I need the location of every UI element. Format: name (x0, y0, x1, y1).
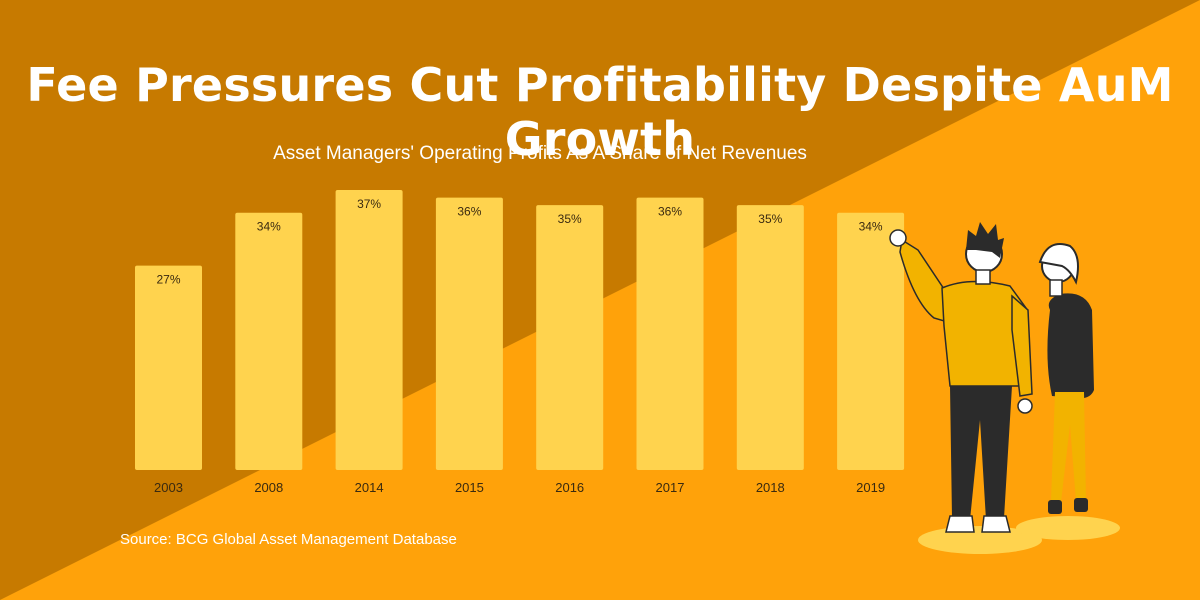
category-label-2008: 2008 (254, 480, 283, 495)
source-note: Source: BCG Global Asset Management Data… (120, 531, 457, 548)
bar-2008 (235, 212, 303, 470)
value-label-2008: 34% (257, 220, 281, 234)
chart-title: Fee Pressures Cut Profitability Despite … (26, 58, 1174, 166)
value-label-2018: 35% (758, 212, 782, 226)
value-label-2014: 37% (357, 197, 381, 211)
category-label-2017: 2017 (656, 480, 685, 495)
value-label-2015: 36% (457, 205, 481, 219)
woman-figure-icon (1038, 243, 1094, 514)
category-label-2014: 2014 (355, 480, 384, 495)
bar-2015 (435, 197, 503, 470)
people-illustration-icon (889, 222, 1120, 554)
man-figure-icon (889, 222, 1033, 533)
chart-subtitle: Asset Managers' Operating Profits As A S… (273, 143, 807, 164)
category-label-2019: 2019 (856, 480, 885, 495)
value-label-2019: 34% (859, 220, 883, 234)
category-label-2016: 2016 (555, 480, 584, 495)
value-label-2003: 27% (156, 273, 180, 287)
value-label-2016: 35% (558, 212, 582, 226)
bar-2003 (135, 265, 202, 470)
bar-2019 (837, 212, 905, 470)
category-label-2003: 2003 (154, 480, 183, 495)
bar-2014 (335, 190, 403, 470)
bar-2018 (736, 205, 804, 470)
bar-2017 (636, 197, 704, 470)
category-label-2018: 2018 (756, 480, 785, 495)
category-label-2015: 2015 (455, 480, 484, 495)
value-label-2017: 36% (658, 205, 682, 219)
bar-2016 (536, 205, 604, 470)
